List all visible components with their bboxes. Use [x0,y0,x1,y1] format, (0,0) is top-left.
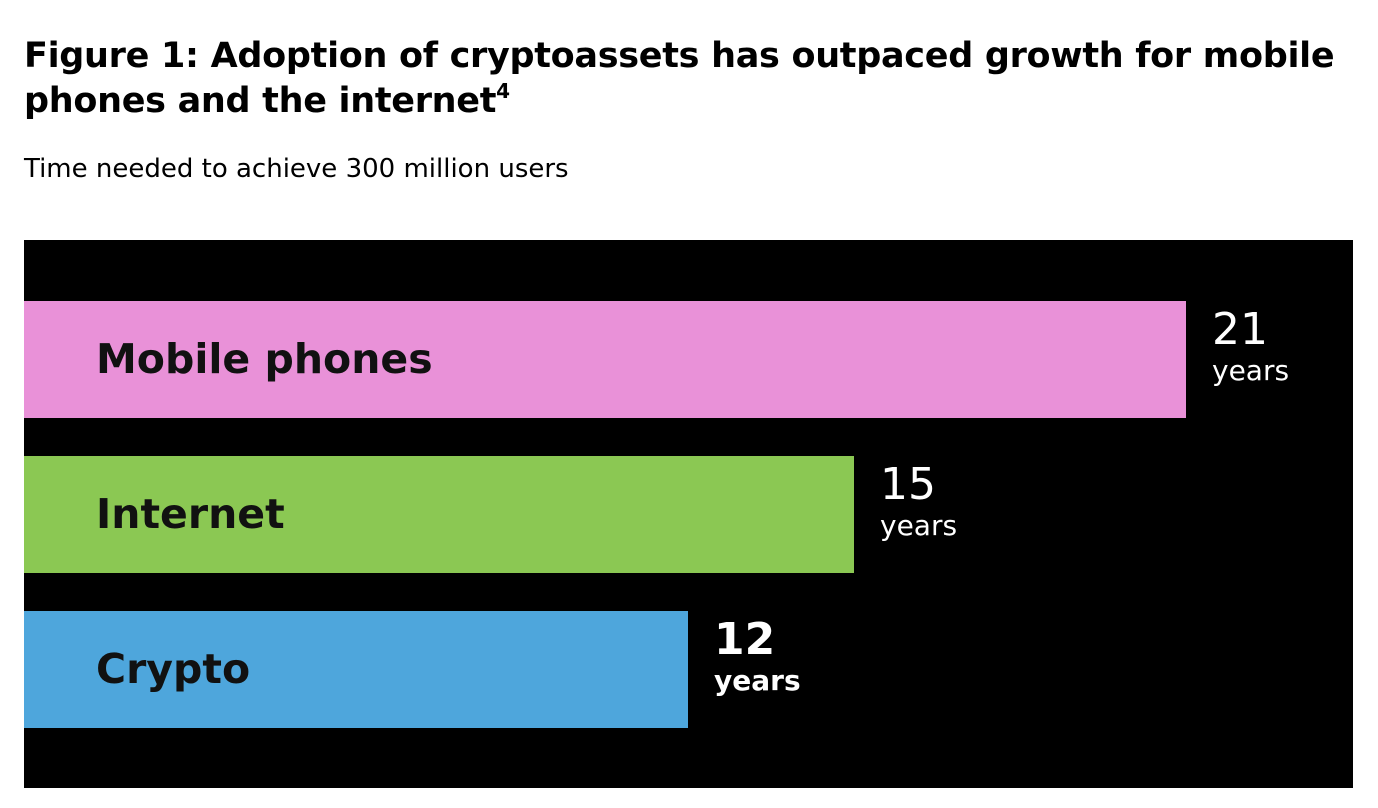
chart-subtitle: Time needed to achieve 300 million users [24,154,569,184]
value-unit-crypto: years [714,664,801,697]
value-unit-internet: years [880,509,958,542]
value-number-internet: 15 [880,459,936,510]
value-label-mobile-phones: 21 years [1212,307,1289,387]
bar-label-internet: Internet [96,490,285,538]
chart-area: Mobile phones 21 years Internet 15 years Crypt… [24,240,1353,788]
value-label-crypto: 12 years [714,617,801,697]
bar-mobile-phones: Mobile phones [24,301,1186,418]
bar-label-crypto: Crypto [96,645,251,693]
bar-crypto: Crypto [24,611,688,728]
bar-internet: Internet [24,456,854,573]
bar-label-mobile-phones: Mobile phones [96,335,433,383]
chart-title: Figure 1: Adoption of cryptoassets has o… [24,34,1354,124]
value-unit-mobile-phones: years [1212,354,1290,387]
value-number-crypto: 12 [714,614,776,665]
value-label-internet: 15 years [880,462,957,542]
footnote-marker: 4 [496,79,510,103]
chart-title-text: Figure 1: Adoption of cryptoassets has o… [24,36,1335,121]
value-number-mobile-phones: 21 [1212,304,1268,355]
